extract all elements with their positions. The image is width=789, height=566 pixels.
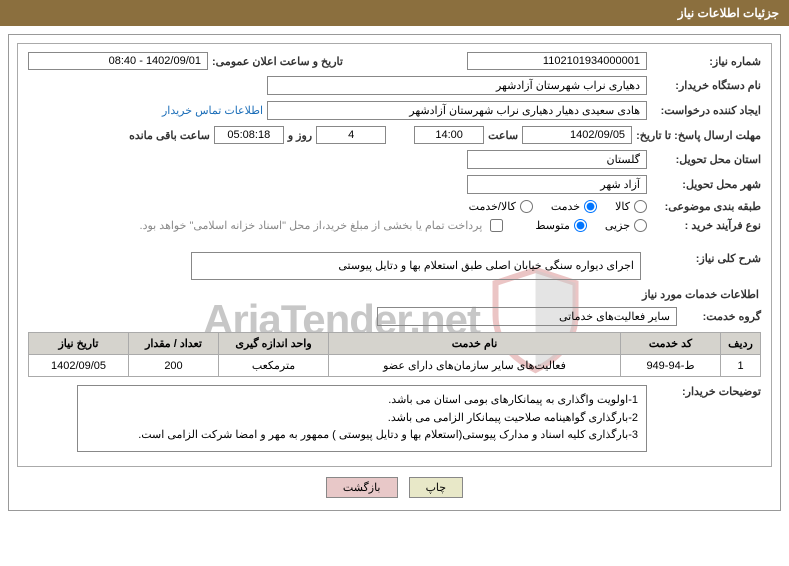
category-label: طبقه بندی موضوعی: (651, 200, 761, 213)
back-button[interactable]: بازگشت (326, 477, 398, 498)
note-line-1: 1-اولویت واگذاری به پیمانکارهای بومی است… (86, 392, 638, 410)
radio-medium[interactable]: متوسط (535, 219, 587, 232)
buyer-notes-box: 1-اولویت واگذاری به پیمانکارهای بومی است… (77, 385, 647, 452)
td-date: 1402/09/05 (29, 355, 129, 377)
page-header: جزئیات اطلاعات نیاز (0, 0, 789, 26)
group-field: سایر فعالیت‌های خدماتی (377, 307, 677, 326)
summary-label: شرح کلی نیاز: (651, 252, 761, 265)
th-unit: واحد اندازه گیری (219, 333, 329, 355)
row-process: نوع فرآیند خرید : جزیی متوسط پرداخت تمام… (28, 219, 761, 232)
radio-goods-input[interactable] (634, 200, 647, 213)
radio-goods-service-input[interactable] (520, 200, 533, 213)
th-date: تاریخ نیاز (29, 333, 129, 355)
radio-service-input[interactable] (584, 200, 597, 213)
row-buyer-org: نام دستگاه خریدار: دهیاری نراب شهرستان آ… (28, 76, 761, 95)
category-radio-group: کالا خدمت کالا/خدمت (469, 200, 647, 213)
buyer-notes-label: توضیحات خریدار: (651, 385, 761, 398)
buyer-org-field: دهیاری نراب شهرستان آزادشهر (267, 76, 647, 95)
note-line-2: 2-بارگذاری گواهینامه صلاحیت پیمانکار الز… (86, 410, 638, 428)
city-label: شهر محل تحویل: (651, 178, 761, 191)
td-code: ط-94-949 (621, 355, 721, 377)
td-qty: 200 (129, 355, 219, 377)
services-section-title: اطلاعات خدمات مورد نیاز (30, 288, 759, 301)
process-radio-group: جزیی متوسط (535, 219, 647, 232)
td-unit: مترمکعب (219, 355, 329, 377)
buyer-contact-link[interactable]: اطلاعات تماس خریدار (162, 104, 263, 117)
need-number-label: شماره نیاز: (651, 55, 761, 68)
radio-goods[interactable]: کالا (615, 200, 647, 213)
row-deadline: مهلت ارسال پاسخ: تا تاریخ: 1402/09/05 سا… (28, 126, 761, 144)
services-table: ردیف کد خدمت نام خدمت واحد اندازه گیری ت… (28, 332, 761, 377)
outer-frame: AriaTender.net شماره نیاز: 1102101934000… (8, 34, 781, 511)
need-number-field: 1102101934000001 (467, 52, 647, 70)
process-label: نوع فرآیند خرید : (651, 219, 761, 232)
payment-note: پرداخت تمام یا بخشی از مبلغ خرید،از محل … (140, 219, 483, 232)
payment-checkbox-wrap[interactable]: پرداخت تمام یا بخشی از مبلغ خرید،از محل … (140, 219, 508, 232)
row-requester: ایجاد کننده درخواست: هادی سعیدی دهیار ده… (28, 101, 761, 120)
province-field: گلستان (467, 150, 647, 169)
row-category: طبقه بندی موضوعی: کالا خدمت کالا/خدمت (28, 200, 761, 213)
deadline-date-field: 1402/09/05 (522, 126, 632, 144)
th-qty: تعداد / مقدار (129, 333, 219, 355)
print-button[interactable]: چاپ (409, 477, 464, 498)
td-name: فعالیت‌های سایر سازمان‌های دارای عضو (329, 355, 621, 377)
payment-checkbox[interactable] (490, 219, 503, 232)
radio-goods-service[interactable]: کالا/خدمت (469, 200, 533, 213)
deadline-time-field: 14:00 (414, 126, 484, 144)
row-notes: توضیحات خریدار: 1-اولویت واگذاری به پیما… (28, 385, 761, 452)
th-name: نام خدمت (329, 333, 621, 355)
th-row: ردیف (721, 333, 761, 355)
button-row: چاپ بازگشت (17, 467, 772, 502)
details-panel: شماره نیاز: 1102101934000001 تاریخ و ساع… (17, 43, 772, 467)
row-province: استان محل تحویل: گلستان (28, 150, 761, 169)
radio-partial-input[interactable] (634, 219, 647, 232)
summary-field: اجرای دیواره سنگی خیابان اصلی طبق استعلا… (191, 252, 641, 280)
announce-field: 1402/09/01 - 08:40 (28, 52, 208, 70)
days-field: 4 (316, 126, 386, 144)
city-field: آزاد شهر (467, 175, 647, 194)
row-city: شهر محل تحویل: آزاد شهر (28, 175, 761, 194)
announce-label: تاریخ و ساعت اعلان عمومی: (212, 55, 343, 68)
table-header-row: ردیف کد خدمت نام خدمت واحد اندازه گیری ت… (29, 333, 761, 355)
province-label: استان محل تحویل: (651, 153, 761, 166)
row-need-number: شماره نیاز: 1102101934000001 تاریخ و ساع… (28, 52, 761, 70)
header-title: جزئیات اطلاعات نیاز (678, 6, 779, 20)
group-label: گروه خدمت: (681, 310, 761, 323)
radio-partial[interactable]: جزیی (605, 219, 647, 232)
remaining-label: ساعت باقی مانده (129, 129, 210, 142)
row-summary: شرح کلی نیاز: اجرای دیواره سنگی خیابان ا… (28, 252, 761, 280)
remaining-time-field: 05:08:18 (214, 126, 284, 144)
td-row: 1 (721, 355, 761, 377)
buyer-org-label: نام دستگاه خریدار: (651, 79, 761, 92)
time-label: ساعت (488, 129, 518, 142)
days-label: روز و (288, 129, 312, 142)
note-line-3: 3-بارگذاری کلیه اسناد و مدارک پیوستی(است… (86, 427, 638, 445)
th-code: کد خدمت (621, 333, 721, 355)
requester-label: ایجاد کننده درخواست: (651, 104, 761, 117)
table-row: 1 ط-94-949 فعالیت‌های سایر سازمان‌های دا… (29, 355, 761, 377)
row-group: گروه خدمت: سایر فعالیت‌های خدماتی (28, 307, 761, 326)
requester-field: هادی سعیدی دهیار دهیاری نراب شهرستان آزا… (267, 101, 647, 120)
radio-service[interactable]: خدمت (551, 200, 597, 213)
radio-medium-input[interactable] (574, 219, 587, 232)
deadline-label: مهلت ارسال پاسخ: تا تاریخ: (636, 129, 761, 142)
